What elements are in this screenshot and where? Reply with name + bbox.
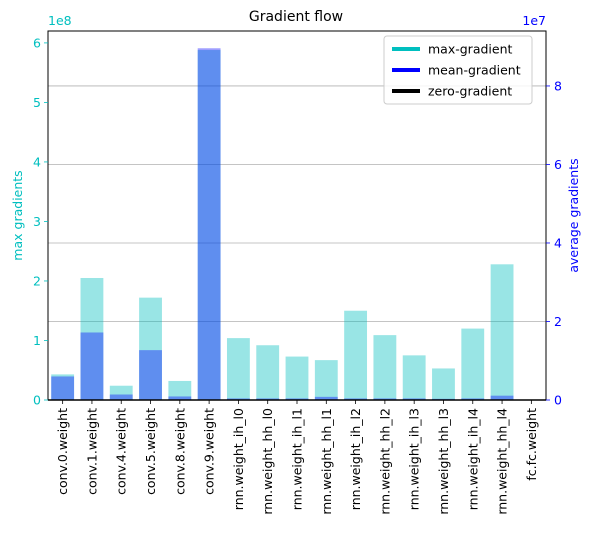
left-tick-label-6: 6 [33,35,41,50]
right-axis-label: average gradients [566,158,581,272]
mean-gradient-bar-8 [285,398,309,400]
right-axis-exponent: 1e7 [522,13,546,28]
right-tick-label-3: 6 [554,157,562,172]
x-tick-label-3: conv.5.weight [143,408,158,495]
mean-gradient-bar-1 [80,332,104,400]
x-tick-label-9: rnn.weight_hh_l1 [319,408,334,515]
chart-title: Gradient flow [249,9,343,25]
max-gradient-bar-14 [461,328,485,400]
mean-gradient-bar-4 [168,396,192,400]
left-tick-label-5: 5 [33,95,41,110]
max-gradient-bar-10 [344,310,368,400]
max-gradient-bar-11 [373,335,397,400]
max-gradient-bar-0 [51,374,75,400]
x-tick-label-1: conv.1.weight [84,408,99,495]
mean-gradient-bar-3 [139,350,162,400]
x-tick-label-0: conv.0.weight [55,408,70,495]
right-tick-label-2: 4 [554,235,562,250]
max-gradient-bar-4 [168,380,192,400]
mean-gradient-bar-15 [490,395,514,400]
right-axis: 0 2 4 6 8 [546,78,562,408]
legend-label-1: mean-gradient [428,63,521,78]
max-gradient-bar-6 [226,338,250,400]
mean-gradient-bar-12 [402,398,426,400]
legend-label-2: zero-gradient [428,84,512,99]
mean-gradient-bar-6 [226,398,250,400]
right-tick-label-1: 2 [554,314,562,329]
max-gradient-bar-12 [402,355,426,400]
x-tick-label-15: rnn.weight_hh_l4 [495,408,510,515]
max-gradient-bar-7 [256,345,280,400]
mean-gradient-bar-11 [373,398,397,400]
mean-gradient-bar-10 [344,398,368,400]
max-gradient-bar-2 [109,385,133,400]
max-gradient-bar-15 [490,264,514,400]
x-tick-label-7: rnn.weight_hh_l0 [260,408,275,515]
x-tick-label-6: rnn.weight_ih_l0 [231,408,246,510]
x-tick-label-5: conv.9.weight [202,408,217,495]
max-gradient-bar-1 [80,277,104,400]
x-axis: conv.0.weight conv.1.weight conv.4.weight c… [55,400,539,515]
max-gradient-bar-3 [139,297,162,400]
max-gradient-bar-13 [432,368,455,400]
mean-gradient-bar-0 [51,376,75,400]
left-tick-label-4: 4 [33,154,41,169]
left-tick-label-3: 3 [33,214,41,229]
right-tick-label-4: 8 [554,78,562,93]
legend-box [383,35,533,105]
left-axis: 0 1 2 3 4 5 6 [33,35,48,408]
mean-gradient-bar-7 [256,398,280,400]
mean-gradient-bar-5 [197,48,221,400]
x-tick-label-10: rnn.weight_ih_l2 [348,408,363,510]
x-tick-label-14: rnn.weight_ih_l4 [465,408,480,510]
x-tick-label-12: rnn.weight_ih_l3 [407,408,422,510]
x-tick-label-11: rnn.weight_hh_l2 [377,408,392,515]
mean-gradient-bar-9 [314,396,338,400]
left-tick-label-2: 2 [33,273,41,288]
max-gradient-bar-9 [314,360,338,400]
x-tick-label-16: fc.fc.weight [524,408,539,481]
left-axis-exponent: 1e8 [48,13,72,28]
left-axis-label: max gradients [10,170,25,260]
left-tick-label-0: 0 [33,393,41,408]
right-tick-label-0: 0 [554,393,562,408]
x-tick-label-8: rnn.weight_ih_l1 [290,408,305,510]
x-tick-label-4: conv.8.weight [172,408,187,495]
x-tick-label-2: conv.4.weight [114,408,129,495]
legend: max-gradient mean-gradient zero-gradient [383,35,533,105]
mean-gradient-bar-2 [109,394,133,400]
max-gradient-bars [51,50,514,400]
max-gradient-bar-5 [197,50,221,400]
mean-gradient-bars [51,48,514,400]
legend-label-0: max-gradient [428,42,512,57]
max-gradient-bar-8 [285,356,309,400]
left-tick-label-1: 1 [33,333,41,348]
x-tick-label-13: rnn.weight_hh_l3 [436,408,451,515]
grid-lines [48,85,546,322]
mean-gradient-bar-14 [461,398,485,400]
